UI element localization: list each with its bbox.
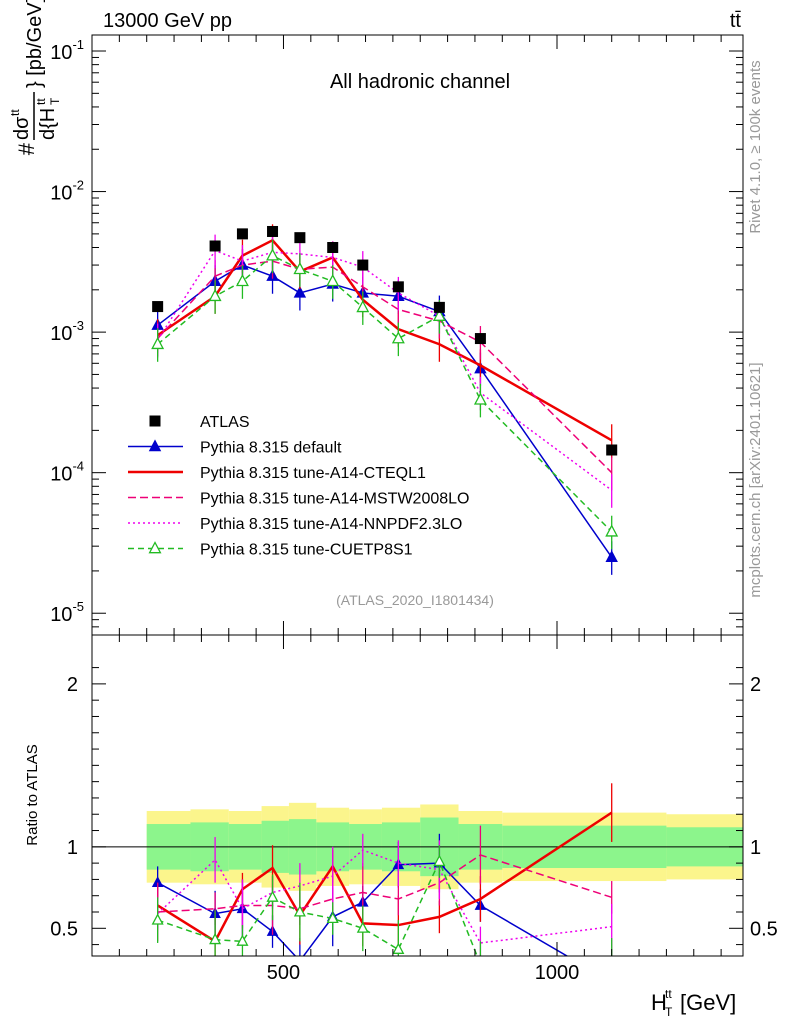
main-ytick-label: 10-4 <box>50 459 84 486</box>
main-point-marker <box>605 550 618 562</box>
mcplots-label: mcplots.cern.ch [arXiv:2401.10621] <box>747 362 764 597</box>
atlas-data-point <box>474 333 486 345</box>
atlas-data-point <box>236 228 248 240</box>
ylabel-denominator: d{H <box>37 108 59 140</box>
ratio-series-line <box>157 854 612 913</box>
ratio-point-marker <box>266 890 279 902</box>
svg-text:H: H <box>651 990 667 1015</box>
ratio-point-marker <box>392 942 405 954</box>
main-point-marker <box>293 261 307 275</box>
legend-label: Pythia 8.315 default <box>200 440 342 457</box>
legend-marker-atlas <box>149 415 161 427</box>
main-ytick-label: 10-1 <box>50 37 84 64</box>
main-point-marker <box>605 524 619 537</box>
svg-text:#: # <box>14 142 39 155</box>
legend-label: Pythia 8.315 tune-A14-NNPDF2.3LO <box>200 516 462 533</box>
axes: 10-5 10-4 10-3 10-2 10-1 500 1000 0.5 0.5 1 1 2 2 <box>50 34 778 984</box>
svg-text:T: T <box>665 1005 673 1019</box>
main-plot-marks <box>151 224 619 575</box>
ratio-point-marker <box>151 913 164 925</box>
main-series-line <box>157 264 613 558</box>
rivet-version-label: Rivet 4.1.0, ≥ 100k events <box>747 60 764 233</box>
legend-marker <box>148 439 162 452</box>
main-ylabel: # dσ tt d{H tt T } [pb/GeV] <box>8 0 62 155</box>
main-ytick-exponent: -1 <box>72 37 84 52</box>
main-ytick-label: 10-2 <box>50 178 84 205</box>
main-point-marker <box>432 308 446 321</box>
ratio-point-marker <box>326 911 339 924</box>
chart-title: All hadronic channel <box>330 71 510 93</box>
ylabel-numerator: dσ <box>11 116 33 140</box>
ratio-ytick-label-left: 1 <box>67 837 78 859</box>
main-ytick-exponent: -2 <box>72 178 84 193</box>
main-ytick-label: 10-3 <box>50 318 84 345</box>
ratio-point-marker <box>356 921 369 933</box>
legend-label: Pythia 8.315 tune-CUETP8S1 <box>200 542 413 559</box>
ratio-ylabel: Ratio to ATLAS <box>24 744 41 845</box>
ratio-point-marker <box>236 934 249 946</box>
legend: ATLAS Pythia 8.315 default Pythia 8.315 tu… <box>128 414 469 559</box>
ratio-point-marker <box>607 962 617 971</box>
ratio-ytick-label-right: 2 <box>750 674 761 696</box>
ratio-uncertainty-bands <box>92 802 743 891</box>
ratio-point-marker <box>475 959 485 968</box>
main-point-marker <box>266 248 280 261</box>
ratio-point-marker <box>433 854 446 866</box>
main-point-marker <box>326 273 340 287</box>
xtick-label: 500 <box>267 962 300 984</box>
atlas-data-point <box>267 225 279 237</box>
atlas-data-point <box>433 301 445 313</box>
ratio-plot-marks <box>151 783 617 986</box>
ratio-point-marker <box>209 932 222 945</box>
atlas-data-point <box>209 240 221 252</box>
main-point-marker <box>356 299 370 313</box>
analysis-tag: (ATLAS_2020_I1801434) <box>336 592 494 608</box>
main-series-line <box>157 249 613 491</box>
main-ytick-exponent: -5 <box>72 599 84 614</box>
svg-text:tt: tt <box>665 987 672 1001</box>
ratio-ytick-label-right: 0.5 <box>750 918 778 940</box>
main-ytick-label: 10-5 <box>50 599 84 626</box>
svg-text:tt: tt <box>34 98 48 105</box>
legend-label: Pythia 8.315 tune-A14-MSTW2008LO <box>200 491 469 508</box>
atlas-data-point <box>327 242 339 254</box>
ylabel-unit: } [pb/GeV] <box>24 0 46 88</box>
atlas-data-point <box>294 232 306 244</box>
main-ytick-exponent: -3 <box>72 318 84 333</box>
main-point-marker <box>391 331 405 344</box>
main-series-line <box>156 238 613 442</box>
main-point-marker <box>151 336 165 350</box>
xtick-label: 1000 <box>535 962 580 984</box>
ratio-ytick-label-left: 2 <box>67 674 78 696</box>
header-left-label: 13000 GeV pp <box>103 10 232 32</box>
main-point-marker <box>208 288 222 302</box>
svg-text:T: T <box>48 97 62 105</box>
legend-marker <box>148 541 162 554</box>
header-right-label: tt̄ <box>730 10 742 32</box>
legend-label: Pythia 8.315 tune-A14-CTEQL1 <box>200 465 426 482</box>
main-point-marker <box>473 392 487 405</box>
atlas-data-point <box>392 281 404 293</box>
ratio-point-marker <box>293 905 306 917</box>
atlas-data-point <box>357 259 369 271</box>
legend-label: ATLAS <box>200 414 250 431</box>
ratio-ytick-label-left: 0.5 <box>50 918 78 940</box>
atlas-data-point <box>152 301 164 313</box>
ratio-ytick-label-right: 1 <box>750 837 761 859</box>
main-point-marker <box>293 285 307 298</box>
atlas-data-point <box>606 444 618 456</box>
ratio-point-marker <box>607 977 617 986</box>
main-ytick-exponent: -4 <box>72 459 84 474</box>
svg-text:[GeV]: [GeV] <box>680 990 736 1015</box>
x-axis-title: H tt T [GeV] <box>651 987 736 1019</box>
main-point-marker <box>235 273 249 287</box>
ratio-frame <box>91 634 744 957</box>
svg-text:tt: tt <box>8 109 22 116</box>
